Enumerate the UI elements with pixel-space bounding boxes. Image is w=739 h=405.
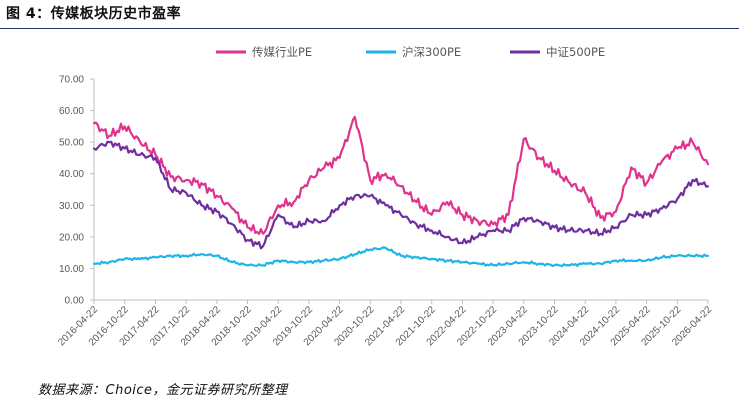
series-media-pe-line xyxy=(92,115,710,235)
series-csi500-pe-line xyxy=(92,140,710,250)
y-tick-label: 40.00 xyxy=(59,169,84,180)
legend-label: 中证500PE xyxy=(546,45,605,59)
series-csi300-pe-line xyxy=(92,246,710,268)
legend-csi500-pe: 中证500PE xyxy=(510,45,605,59)
y-tick-label: 10.00 xyxy=(59,264,84,275)
source-note: 数据来源：Choice，金元证券研究所整理 xyxy=(38,383,288,398)
legend-csi300-pe: 沪深300PE xyxy=(366,45,461,59)
legend-label: 沪深300PE xyxy=(402,45,461,59)
y-tick-label: 0.00 xyxy=(65,296,85,307)
y-tick-label: 50.00 xyxy=(59,138,84,149)
title-divider xyxy=(0,28,739,29)
y-tick-label: 20.00 xyxy=(59,232,84,243)
legend-media-pe: 传媒行业PE xyxy=(216,45,312,59)
legend-label: 传媒行业PE xyxy=(252,45,312,59)
y-tick-label: 60.00 xyxy=(59,106,84,117)
y-tick-label: 70.00 xyxy=(59,75,84,86)
y-tick-label: 30.00 xyxy=(59,201,84,212)
figure-title: 图 4：传媒板块历史市盈率 xyxy=(6,6,182,22)
